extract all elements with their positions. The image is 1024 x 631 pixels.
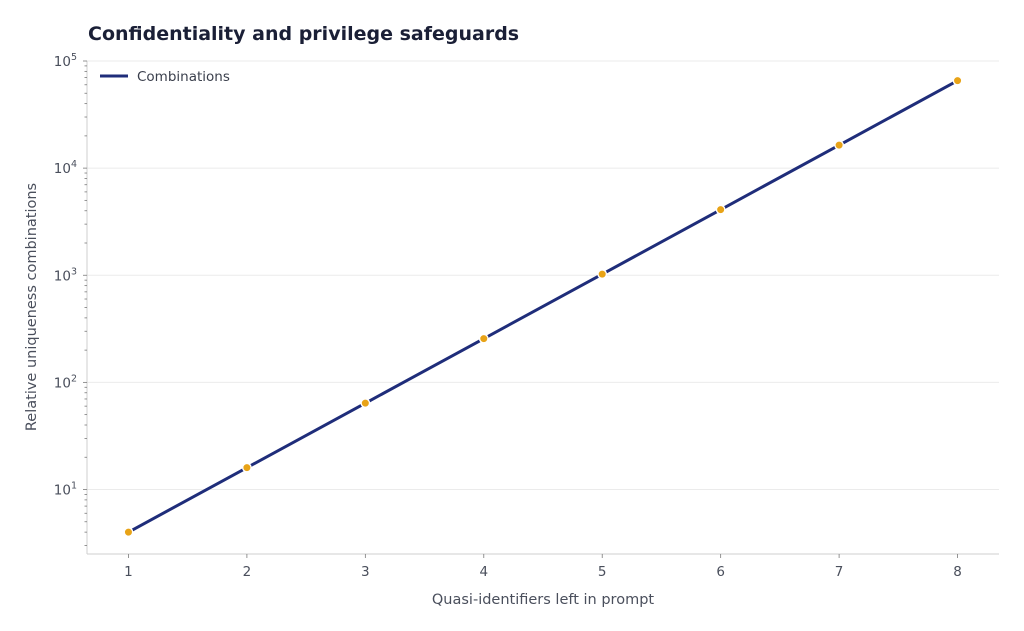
series-line	[126, 79, 960, 534]
y-tick-label: 101	[54, 481, 77, 499]
x-tick-label: 3	[361, 564, 370, 580]
y-tick-label: 102	[54, 373, 77, 391]
data-point	[834, 140, 845, 151]
data-point	[952, 75, 963, 86]
data-point	[478, 333, 489, 344]
y-axis-title: Relative uniqueness combinations	[24, 183, 40, 431]
x-axis-title: Quasi-identifiers left in prompt	[432, 592, 655, 608]
x-tick-label: 8	[953, 564, 962, 580]
data-point	[360, 398, 371, 409]
x-tick-label: 1	[124, 564, 133, 580]
x-tick-label: 6	[716, 564, 725, 580]
y-tick-label: 105	[54, 52, 77, 70]
x-tick-label: 2	[243, 564, 252, 580]
x-tick-label: 4	[479, 564, 488, 580]
legend: Combinations	[93, 64, 243, 89]
y-tick-label: 103	[54, 266, 77, 284]
axis-layer: 101 102 103 104 105 1 2 3 4 5 6 7 8	[54, 52, 999, 580]
x-tick-label: 5	[598, 564, 607, 580]
data-point	[715, 204, 726, 215]
data-point	[123, 527, 134, 538]
legend-label: Combinations	[137, 69, 230, 85]
data-point	[597, 269, 608, 280]
x-tick-label: 7	[835, 564, 844, 580]
data-point	[241, 462, 252, 473]
series-layer	[123, 75, 963, 538]
chart-title: Confidentiality and privilege safeguards	[88, 23, 519, 45]
y-tick-label: 104	[54, 159, 77, 177]
grid-layer	[87, 60, 999, 491]
